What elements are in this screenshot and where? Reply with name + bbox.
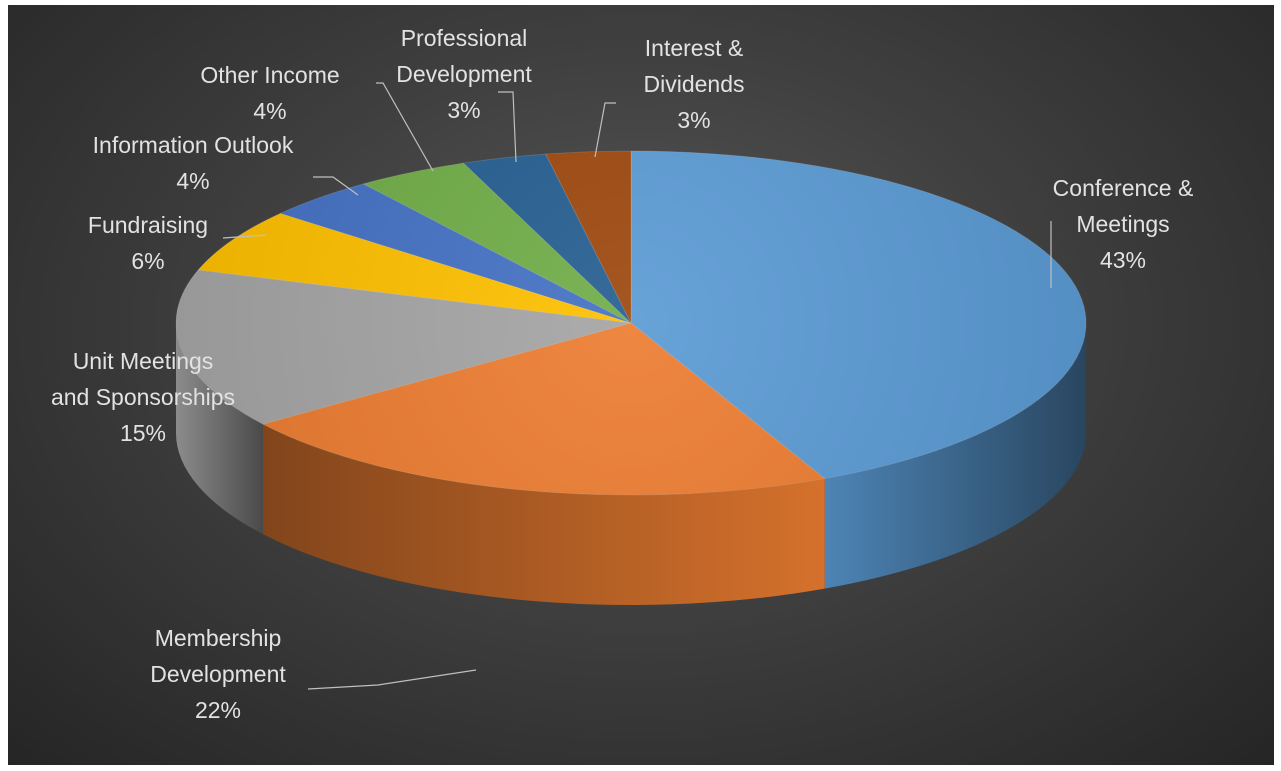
leader-line-membership-development	[307, 669, 477, 690]
slice-information-outlook	[279, 183, 632, 324]
data-label-name: Other Income	[200, 62, 340, 88]
data-label-name: Information Outlook	[92, 132, 294, 158]
leader-line-professional-development	[498, 91, 517, 163]
slice-membership-development	[261, 322, 826, 496]
data-label-name: Unit Meetings	[72, 348, 214, 374]
data-label-percent: 43%	[1099, 247, 1147, 273]
data-label-percent: 3%	[447, 97, 481, 123]
slice-interest-and-dividends	[545, 150, 632, 324]
data-label-name: and Sponsorships	[50, 384, 236, 410]
data-label-fundraising: Fundraising 6%	[88, 207, 208, 279]
data-label-name: Development	[150, 661, 286, 687]
slice-side-unit-meetings-and-sponsorships	[176, 323, 263, 535]
slice-side-conference-and-meetings	[824, 323, 1086, 589]
data-label-other-income: Other Income 4%	[200, 57, 339, 129]
data-label-membership-development: Membership Development 22%	[150, 620, 286, 728]
slice-side-membership-development	[262, 424, 825, 606]
data-label-name: Conference &	[1052, 175, 1194, 201]
data-label-information-outlook: Information Outlook 4%	[93, 127, 294, 199]
data-label-percent: 22%	[194, 697, 242, 723]
data-label-name: Dividends	[643, 71, 745, 97]
leader-line-interest-and-dividends	[594, 102, 616, 158]
data-label-percent: 3%	[677, 107, 711, 133]
data-label-percent: 15%	[119, 420, 167, 446]
slice-unit-meetings-and-sponsorships	[175, 269, 632, 425]
data-label-percent: 4%	[253, 98, 287, 124]
slice-other-income	[362, 162, 632, 324]
data-label-percent: 6%	[131, 248, 165, 274]
data-label-name: Development	[396, 61, 532, 87]
data-label-name: Interest &	[644, 35, 744, 61]
data-label-name: Professional	[400, 25, 528, 51]
slice-conference-and-meetings	[630, 150, 1087, 480]
leader-line-other-income	[376, 82, 434, 172]
slice-professional-development	[462, 153, 632, 324]
leader-line-information-outlook	[313, 176, 359, 196]
data-label-professional-development: Professional Development 3%	[396, 20, 532, 128]
data-label-name: Fundraising	[87, 212, 209, 238]
pie-top-faces	[175, 150, 1087, 496]
data-label-unit-meetings-and-sponsorships: Unit Meetings and Sponsorships 15%	[51, 343, 235, 451]
data-label-name: Membership	[154, 625, 282, 651]
data-label-percent: 4%	[176, 168, 210, 194]
leader-line-fundraising	[222, 234, 267, 239]
pie-chart	[175, 82, 1087, 690]
pie-side-walls	[176, 323, 1086, 606]
data-label-conference-and-meetings: Conference & Meetings 43%	[1053, 170, 1194, 278]
chart-area: Conference & Meetings 43% Membership Develop…	[8, 5, 1274, 765]
slice-fundraising	[197, 212, 632, 324]
data-label-interest-and-dividends: Interest & Dividends 3%	[644, 30, 745, 138]
leader-lines	[222, 82, 1052, 690]
data-label-name: Meetings	[1076, 211, 1170, 237]
